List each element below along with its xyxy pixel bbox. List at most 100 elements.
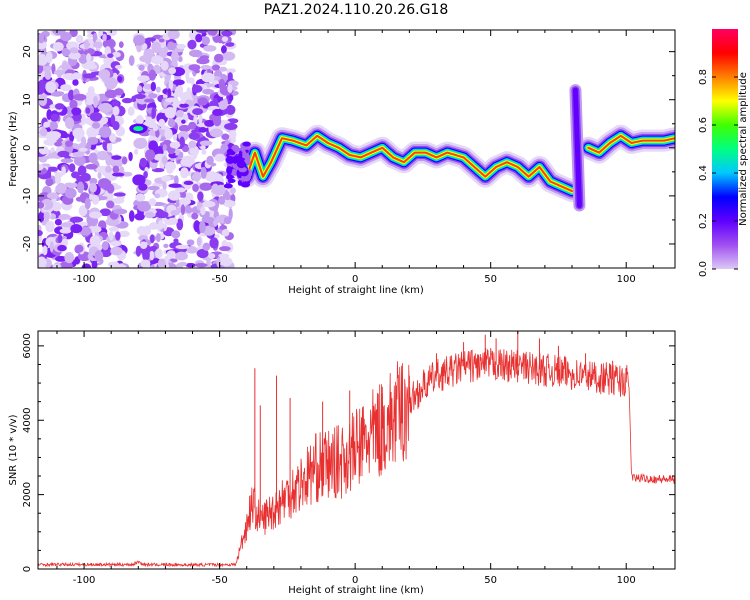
noise-blob <box>118 41 124 49</box>
noise-blob <box>221 228 230 237</box>
noise-blob <box>175 187 186 193</box>
noise-blob <box>112 120 120 131</box>
noise-blob <box>211 173 223 183</box>
noise-blob <box>238 150 243 160</box>
noise-blob <box>185 263 197 268</box>
noise-blob <box>118 230 130 238</box>
noise-blob <box>85 100 94 105</box>
noise-blob <box>92 41 103 49</box>
noise-blob <box>193 220 201 233</box>
x-tick-label: -100 <box>73 575 96 586</box>
noise-blob <box>72 127 85 139</box>
spectrogram-marks <box>38 30 675 268</box>
noise-blob <box>128 55 135 66</box>
noise-blob <box>151 55 164 65</box>
noise-blob <box>226 174 234 180</box>
noise-blob <box>50 92 64 97</box>
noise-blob <box>213 116 222 127</box>
noise-blob <box>162 180 167 191</box>
noise-blob <box>165 97 179 103</box>
noise-blob <box>180 204 186 216</box>
noise-blob <box>54 141 63 147</box>
noise-blob <box>182 159 192 165</box>
noise-blob <box>167 118 176 128</box>
noise-blob <box>65 140 73 147</box>
noise-blob <box>147 185 160 191</box>
noise-blob <box>188 132 200 140</box>
noise-blob <box>196 248 209 259</box>
noise-blob <box>236 159 246 169</box>
noise-blob <box>170 209 180 216</box>
noise-blob <box>64 117 75 129</box>
noise-blob <box>75 196 84 202</box>
noise-blob <box>223 183 233 189</box>
noise-blob <box>45 220 55 233</box>
noise-blob <box>80 136 87 147</box>
noise-blob <box>74 244 84 253</box>
noise-blob <box>211 183 220 195</box>
noise-blob <box>166 250 176 259</box>
noise-blob <box>151 41 162 54</box>
noise-blob <box>91 122 101 129</box>
noise-blob <box>188 49 203 58</box>
noise-blob <box>71 182 78 188</box>
noise-blob <box>192 108 204 115</box>
colorbar-label: Normalized spectral amplitude <box>738 72 749 226</box>
noise-blob <box>200 206 206 216</box>
noise-blob <box>128 210 135 222</box>
noise-blob <box>110 246 123 256</box>
noise-blob <box>218 256 233 267</box>
noise-blob <box>167 217 178 225</box>
noise-blob <box>139 157 147 168</box>
noise-blob <box>168 67 177 75</box>
noise-blob <box>220 143 229 154</box>
noise-blob <box>225 68 236 74</box>
noise-blob <box>221 133 230 141</box>
noise-blob <box>164 106 176 119</box>
colorbar-bar <box>712 29 738 269</box>
spectrogram-y-label: Frequency (Hz) <box>8 111 19 187</box>
noise-blob <box>94 250 104 262</box>
noise-blob <box>52 42 64 52</box>
x-tick-label: 0 <box>352 274 358 285</box>
noise-blob <box>242 150 247 157</box>
noise-blob <box>185 206 193 214</box>
noise-blob <box>191 84 203 93</box>
noise-blob <box>168 79 174 92</box>
noise-blob <box>164 255 169 262</box>
noise-blob <box>111 51 121 58</box>
noise-blob <box>63 74 78 81</box>
noise-blob <box>143 170 148 179</box>
noise-blob <box>226 166 233 175</box>
noise-blob <box>220 265 225 268</box>
noise-blob <box>178 261 188 267</box>
noise-blob <box>173 238 179 244</box>
noise-blob <box>86 30 92 34</box>
spectrogram-x-axis: -100 -50 0 50 100 <box>56 30 654 285</box>
noise-blob <box>136 75 151 82</box>
noise-blob <box>178 124 191 132</box>
noise-blob <box>148 93 158 99</box>
noise-blob <box>137 85 143 93</box>
noise-blob <box>70 171 80 179</box>
noise-blob <box>61 47 71 57</box>
noise-blob <box>200 166 207 179</box>
noise-blob <box>198 126 207 133</box>
snr-y-label: SNR (10 * v/v) <box>8 414 19 485</box>
noise-blob <box>98 69 111 80</box>
snr-line <box>38 348 675 568</box>
noise-blob <box>73 155 86 167</box>
noise-blob <box>228 130 237 139</box>
noise-blob <box>144 149 156 161</box>
noise-blob <box>58 213 71 220</box>
noise-blob <box>55 183 67 195</box>
x-tick-label: 0 <box>352 575 358 586</box>
noise-blob <box>222 199 236 208</box>
noise-blob <box>178 55 183 63</box>
y-tick-label: 0 <box>22 145 33 151</box>
ridge-track <box>237 134 573 193</box>
noise-blob <box>54 103 65 110</box>
noise-blob <box>85 163 98 170</box>
noise-blob <box>218 78 226 91</box>
